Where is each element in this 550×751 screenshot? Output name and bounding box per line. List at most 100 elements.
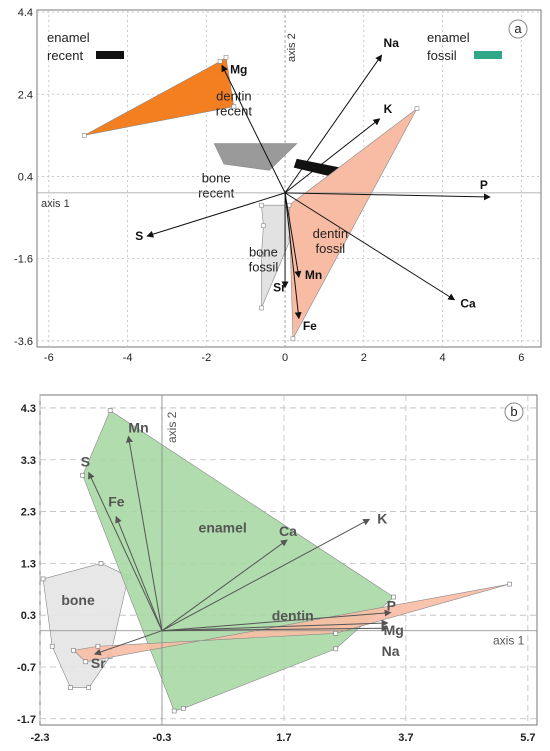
element-label-s: S: [135, 229, 143, 243]
loading-vector-ca: [284, 192, 456, 301]
y-tick-label: 1.3: [21, 558, 36, 570]
region-label: dentin: [313, 226, 348, 241]
panel-a-regions: dentinrecentbonerecentbonefossildentinfo…: [81, 54, 420, 342]
sample-marker: [290, 336, 296, 342]
loading-vector-s: [88, 471, 163, 631]
sample-marker: [71, 648, 76, 653]
region-bone-recent: [213, 143, 298, 171]
panel-a-legend: enamel recent enamel fossil: [47, 30, 502, 63]
element-label-na: Na: [382, 643, 400, 659]
x-tick-label: -2: [201, 352, 211, 364]
sample-marker: [181, 706, 186, 711]
sample-marker: [414, 106, 420, 111]
loading-vector-s: [146, 192, 286, 238]
legend-enamel-recent-swatch: [96, 51, 124, 59]
x-tick-label: 0: [282, 352, 288, 364]
panel-b-badge-label: b: [510, 404, 517, 419]
region-dentin-fossil: [288, 108, 418, 340]
region-label: bone: [202, 171, 231, 186]
sample-marker: [507, 581, 512, 587]
sample-marker: [83, 659, 89, 665]
panel-b-axes: axis 1 axis 2: [40, 395, 537, 725]
loading-vector-mn: [284, 192, 302, 279]
loading-vector-mn: [125, 435, 163, 631]
x-tick-label: 5.7: [520, 732, 535, 744]
panel-b: bone enamel dentin axis 1 axis 2 S Mn Fe Ca K PM…: [17, 394, 538, 744]
x-tick-label: 3.7: [398, 732, 413, 744]
sample-marker: [81, 133, 87, 138]
sample-marker: [259, 202, 264, 208]
element-label-mn: Mn: [128, 419, 148, 435]
panel-a-frame: [36, 9, 542, 348]
panel-a-ticks: -6 -4 -2 0 2 4 6 4.4 2.4 0.4 -1.6 -3.6: [14, 7, 524, 364]
y-tick-label: 2.4: [18, 89, 33, 101]
element-label-sr: Sr: [273, 280, 286, 294]
y-tick-label: 2.3: [21, 507, 36, 519]
axis-2-label: axis 2: [286, 33, 298, 62]
element-label-mg: Mg: [230, 62, 247, 76]
loading-vector-fe: [115, 515, 163, 631]
legend-enamel-recent-label: recent: [47, 48, 84, 63]
sample-marker: [261, 223, 266, 229]
element-label-s: S: [81, 454, 90, 470]
panel-b-vectors: S Mn Fe Ca K P Mg Na Sr: [81, 419, 404, 671]
sample-marker: [80, 472, 85, 478]
y-tick-label: -1.6: [14, 254, 33, 266]
element-label-p: P: [480, 178, 488, 192]
sample-marker: [391, 594, 396, 600]
loading-vector-mg: [161, 619, 389, 632]
axis-1-label: axis 1: [493, 634, 525, 648]
x-tick-label: 6: [518, 352, 524, 364]
legend-enamel-fossil-label: enamel: [427, 30, 470, 45]
y-tick-label: -0.7: [17, 662, 36, 674]
loading-vector-k: [284, 118, 381, 194]
sample-marker: [223, 54, 229, 60]
x-tick-label: 2: [361, 352, 367, 364]
element-label-ca: Ca: [279, 523, 297, 539]
loading-vector-k: [161, 518, 371, 632]
region-label: bone: [249, 245, 278, 260]
y-tick-label: 0.3: [21, 610, 36, 622]
loading-vector-na: [161, 624, 389, 632]
region-label-bone: bone: [61, 592, 95, 608]
y-tick-label: -1.7: [17, 714, 36, 726]
element-label-mg: Mg: [384, 622, 404, 638]
element-label-na: Na: [384, 36, 400, 50]
panel-a-axes: axis 1 axis 2: [37, 10, 541, 347]
region-label: fossil: [249, 260, 279, 275]
element-label-fe: Fe: [108, 494, 125, 510]
axis-1-label: axis 1: [41, 198, 70, 210]
y-tick-label: 3.3: [21, 455, 36, 467]
panel-b-regions: bone enamel dentin: [40, 408, 512, 714]
panel-b-ticks: -2.3 -0.3 1.7 3.7 5.7 4.3 3.3 2.3 1.3 0.3 -0.7 -1.7: [17, 403, 535, 744]
sample-marker: [68, 685, 73, 691]
sample-marker: [171, 708, 177, 714]
y-tick-label: 4.3: [21, 403, 36, 415]
element-label-sr: Sr: [91, 655, 106, 671]
loading-vector-p: [161, 609, 392, 632]
axis-2-label: axis 2: [165, 411, 179, 443]
element-label-mn: Mn: [305, 268, 322, 282]
panel-a-badge: [508, 19, 528, 39]
element-label-fe: Fe: [303, 319, 317, 333]
region-label-enamel: enamel: [199, 519, 247, 535]
sample-marker: [333, 646, 339, 652]
region-label: dentin: [216, 88, 251, 103]
sample-marker: [259, 305, 264, 311]
x-tick-label: -6: [44, 352, 54, 364]
sample-marker: [259, 252, 264, 257]
element-label-p: P: [387, 598, 396, 614]
sample-marker: [40, 576, 46, 582]
sample-marker: [95, 643, 101, 649]
x-tick-label: -4: [123, 352, 133, 364]
y-tick-label: -3.6: [14, 336, 33, 348]
sample-marker: [217, 59, 223, 64]
element-label-k: K: [384, 102, 393, 116]
loading-vector-ca: [161, 539, 288, 632]
sample-marker: [231, 104, 237, 109]
y-tick-label: 4.4: [18, 7, 33, 19]
loading-vector-mg: [221, 64, 286, 194]
element-label-ca: Ca: [460, 297, 476, 311]
legend-enamel-fossil-swatch: [474, 51, 502, 59]
